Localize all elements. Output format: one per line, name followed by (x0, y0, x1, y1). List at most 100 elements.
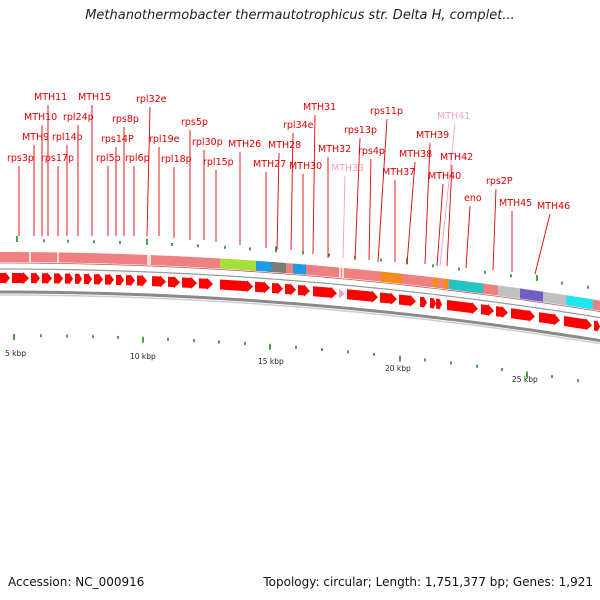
gene-arrow[interactable] (116, 273, 124, 286)
gene-arrow[interactable] (380, 292, 397, 305)
gene-label[interactable]: rps3p (7, 153, 34, 164)
gene-arrow[interactable] (182, 276, 197, 289)
gene-label[interactable]: rpl32e (136, 94, 167, 105)
gene-arrow[interactable] (313, 286, 337, 299)
gene-arrow[interactable] (594, 320, 600, 333)
gene-arrow[interactable] (137, 274, 147, 287)
orange-feature[interactable] (433, 277, 438, 288)
gene-arrow[interactable] (168, 276, 180, 289)
gene-label[interactable]: MTH10 (24, 112, 57, 123)
silver-feature[interactable] (543, 291, 566, 306)
gene-label[interactable]: rpl14p (52, 132, 83, 143)
gray-feature[interactable] (271, 261, 286, 274)
gene-arrow[interactable] (564, 315, 592, 331)
gene-arrow[interactable] (42, 272, 52, 285)
gene-arrow-pseudo[interactable] (339, 288, 345, 299)
gene-label[interactable]: rpl24p (63, 112, 94, 123)
gene-label[interactable]: rpl6p (125, 153, 150, 164)
gene-label[interactable]: MTH40 (428, 171, 461, 182)
gene-label[interactable]: MTH27 (253, 159, 286, 170)
gene-arrow[interactable] (430, 297, 436, 310)
gene-arrow[interactable] (496, 306, 508, 319)
orange-feature[interactable] (381, 271, 402, 284)
accession-text: Accession: NC_000916 (8, 575, 145, 589)
gene-label-leader (146, 106, 151, 237)
purple-feature[interactable] (520, 288, 543, 302)
gene-arrow[interactable] (126, 274, 135, 287)
gene-arrow[interactable] (220, 279, 253, 293)
gene-label[interactable]: rps2P (486, 176, 513, 187)
gene-label[interactable]: MTH33 (331, 163, 364, 174)
blue-feature[interactable] (256, 260, 271, 272)
gene-arrow[interactable] (481, 304, 494, 317)
gene-arrow[interactable] (94, 273, 103, 286)
gene-label-leader (342, 175, 346, 259)
gene-label[interactable]: MTH38 (399, 149, 432, 160)
gene-label[interactable]: MTH9 (22, 132, 49, 143)
gene-label[interactable]: eno (464, 193, 482, 204)
gene-label[interactable]: rps13p (344, 125, 377, 136)
gene-label[interactable]: MTH11 (34, 92, 67, 103)
lime-feature[interactable] (220, 258, 256, 271)
gene-label[interactable]: rps11p (370, 106, 403, 117)
gene-label[interactable]: rpl34e (283, 120, 314, 131)
gene-arrow[interactable] (152, 275, 166, 288)
gene-label[interactable]: rps4p (358, 146, 385, 157)
gene-label[interactable]: MTH30 (289, 161, 322, 172)
gene-arrow[interactable] (0, 272, 10, 285)
feature-band (0, 252, 600, 311)
gene-arrow[interactable] (436, 298, 442, 311)
gene-label-leader (439, 123, 456, 267)
gene-arrow[interactable] (105, 273, 114, 286)
gene-label[interactable]: rps14P (101, 134, 134, 145)
gene-label[interactable]: MTH39 (416, 130, 449, 141)
gene-arrow[interactable] (272, 282, 283, 295)
gene-label[interactable]: rps8p (112, 114, 139, 125)
silver-feature[interactable] (498, 285, 520, 299)
gene-arrow[interactable] (54, 272, 63, 285)
gene-arrow[interactable] (65, 272, 73, 285)
blue-feature[interactable] (293, 263, 306, 275)
gene-label[interactable]: rpl5p (96, 153, 121, 164)
gene-arrow[interactable] (255, 281, 270, 294)
gene-label-leader (492, 188, 497, 271)
orange-feature[interactable] (443, 278, 448, 290)
gene-arrow[interactable] (199, 277, 213, 290)
gene-label-leader (377, 118, 388, 263)
gene-label[interactable]: rps5p (181, 117, 208, 128)
gene-arrow[interactable] (420, 296, 427, 309)
gene-label[interactable]: MTH31 (303, 102, 336, 113)
gene-label[interactable]: MTH28 (268, 140, 301, 151)
gene-arrow[interactable] (447, 299, 478, 315)
map-title: Methanothermobacter thermautotrophicus s… (85, 8, 515, 23)
gene-label[interactable]: MTH37 (382, 167, 415, 178)
scale-label: 10 kbp (130, 352, 156, 361)
gene-label[interactable]: MTH41 (437, 111, 470, 122)
gene-arrow[interactable] (84, 273, 92, 286)
teal-feature[interactable] (449, 279, 483, 294)
gene-arrow[interactable] (75, 272, 82, 285)
gene-arrow[interactable] (347, 289, 378, 303)
gene-arrow[interactable] (12, 272, 29, 285)
gene-label[interactable]: MTH26 (228, 139, 261, 150)
cyan-feature[interactable] (566, 295, 593, 310)
gene-label[interactable]: rps17p (41, 153, 74, 164)
gene-label[interactable]: MTH42 (440, 152, 473, 163)
gene-label-leader (368, 158, 372, 261)
gene-arrow[interactable] (31, 272, 40, 285)
gene-arrow[interactable] (298, 284, 310, 297)
gene-label[interactable]: MTH32 (318, 144, 351, 155)
gene-arrow[interactable] (511, 308, 535, 322)
gene-arrow[interactable] (539, 312, 560, 326)
gene-label[interactable]: MTH45 (499, 198, 532, 209)
gene-label[interactable]: rpl30p (192, 137, 223, 148)
scale-label: 20 kbp (385, 364, 411, 373)
gene-label[interactable]: rpl18p (161, 154, 192, 165)
gene-label[interactable]: rpl15p (203, 157, 234, 168)
gene-label[interactable]: rpl19e (149, 134, 180, 145)
gene-label[interactable]: MTH46 (537, 201, 570, 212)
gene-arrow[interactable] (399, 294, 416, 307)
gene-arrow[interactable] (285, 283, 296, 296)
gene-label[interactable]: MTH15 (78, 92, 111, 103)
